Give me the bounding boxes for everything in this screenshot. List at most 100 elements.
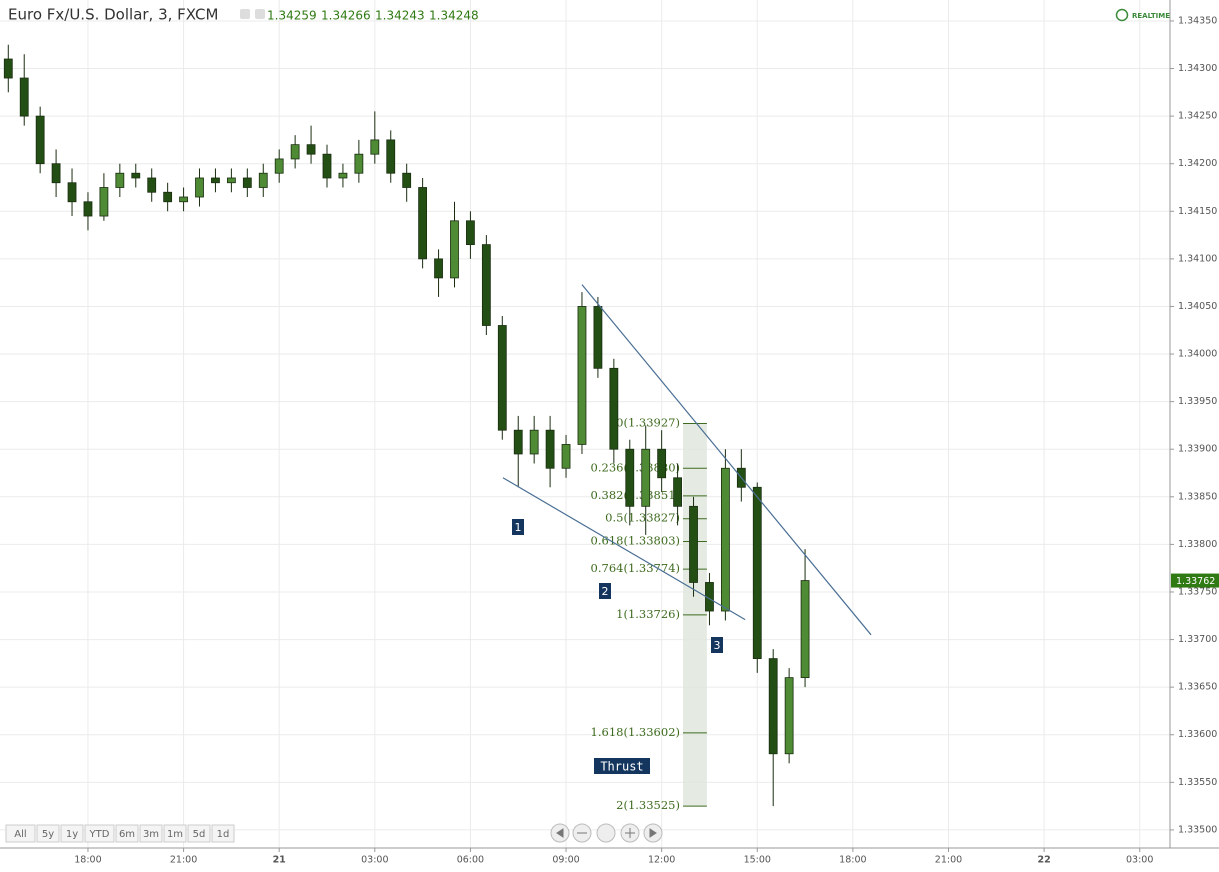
range-label: All [14, 829, 26, 840]
y-tick-label: 1.33650 [1178, 682, 1217, 693]
candle-body [290, 144, 300, 160]
candle-body [322, 153, 332, 179]
candle-body [609, 367, 619, 450]
y-tick-label: 1.33550 [1178, 777, 1217, 788]
candle-body [641, 448, 651, 507]
candle-body [179, 196, 188, 203]
x-tick-label: 21 [273, 855, 286, 866]
candle-body [513, 429, 523, 455]
icon[interactable] [255, 9, 265, 19]
candle-body [3, 58, 13, 79]
x-tick-label: 15:00 [744, 855, 771, 866]
candle-body [481, 244, 491, 326]
last-price-tag [1171, 573, 1219, 588]
candle-body [226, 177, 236, 184]
symbol-title: Euro Fx/U.S. Dollar, 3, FXCM [8, 6, 218, 24]
ohlc-values: 1.34259 1.34266 1.34243 1.34248 [267, 9, 479, 23]
candle-body [545, 429, 555, 469]
fib-label: 0.5(1.33827) [605, 511, 680, 525]
candle-body [625, 448, 635, 507]
range-label: 1y [66, 829, 78, 840]
range-label: 6m [119, 829, 135, 840]
candle-body [450, 220, 459, 279]
ohlc-value: 1.34243 [375, 9, 425, 23]
y-tick-label: 1.33500 [1178, 824, 1217, 835]
candle-body [35, 115, 45, 165]
annotation-box [711, 637, 723, 653]
fib-label: 0.618(1.33803) [591, 534, 680, 548]
y-tick-label: 1.34200 [1178, 158, 1217, 169]
candle-body [99, 187, 109, 217]
y-tick-label: 1.33700 [1178, 634, 1217, 645]
fib-label: 0(1.33927) [616, 416, 680, 430]
fib-label: 0.382(1.33851) [591, 488, 680, 502]
candle-body [768, 658, 778, 755]
candle-body [131, 172, 141, 179]
x-tick-label: 18:00 [74, 855, 101, 866]
fib-label: 1.618(1.33602) [591, 725, 680, 739]
range-button[interactable] [139, 824, 163, 843]
candle-body [402, 172, 412, 188]
y-tick-label: 1.34350 [1178, 15, 1217, 26]
annotation-box [594, 758, 650, 774]
ohlc-value: 1.34248 [429, 9, 479, 23]
y-tick-label: 1.34250 [1178, 111, 1217, 122]
candle-body [593, 306, 603, 369]
range-button[interactable] [115, 824, 139, 843]
candle-body [163, 191, 173, 203]
annotation: Thrust [600, 760, 643, 774]
axes: 1.34350 1.34300 1.34250 1.34200 1.34150 1.341… [74, 15, 1219, 866]
range-label: 3m [143, 829, 159, 840]
y-tick-label: 1.33950 [1178, 396, 1217, 407]
annotation: 1 [515, 521, 522, 534]
y-tick-label: 1.33750 [1178, 586, 1217, 597]
x-tick-label: 22 [1037, 855, 1050, 866]
y-tick-label: 1.33600 [1178, 729, 1217, 740]
ohlc-value: 1.34266 [321, 9, 371, 23]
range-button[interactable] [5, 824, 36, 843]
range-label: 5y [42, 829, 54, 840]
candle-body [370, 139, 380, 155]
nav-icons [556, 828, 657, 838]
range-label: 1m [167, 829, 183, 840]
ohlc-value: 1.34259 [267, 9, 317, 23]
candle-body [195, 177, 204, 198]
y-tick-label: 1.34100 [1178, 253, 1217, 264]
range-button[interactable] [36, 824, 60, 843]
fib-label: 2(1.33525) [616, 798, 680, 812]
y-tick-label: 1.33900 [1178, 444, 1217, 455]
nav-buttons [550, 823, 663, 843]
candle-body [386, 139, 396, 174]
candle-body [306, 144, 316, 155]
x-tick-label: 09:00 [552, 855, 579, 866]
candle-body [51, 163, 61, 184]
candle-body [67, 182, 77, 203]
realtime-label: REALTIME [1132, 12, 1170, 20]
fib-label: 0.764(1.33774) [591, 561, 680, 575]
x-tick-label: 12:00 [648, 855, 675, 866]
candle-body [242, 177, 252, 188]
y-tick-label: 1.34150 [1178, 206, 1217, 217]
grid [0, 0, 1170, 848]
x-tick-label: 21:00 [170, 855, 197, 866]
range-button[interactable] [163, 824, 187, 843]
range-button[interactable] [211, 824, 235, 843]
candle-body [147, 177, 157, 193]
range-button[interactable] [187, 824, 211, 843]
candle-body [577, 306, 587, 445]
candle-body [673, 477, 682, 507]
plot: 0(1.33927) 0.236(1.33880) 0.382(1.33851) 0.… [3, 44, 872, 812]
icon[interactable] [240, 9, 250, 19]
range-button[interactable] [60, 824, 84, 843]
range-label: 1d [217, 829, 230, 840]
annotation: 2 [602, 585, 609, 598]
range-button[interactable] [84, 824, 115, 843]
candle-body [529, 429, 539, 455]
y-tick-label: 1.34300 [1178, 63, 1217, 74]
reset[interactable] [596, 823, 616, 843]
trendline [502, 477, 746, 621]
fib-label: 1(1.33726) [616, 607, 680, 621]
annotation-box [599, 583, 611, 599]
x-tick-label: 18:00 [839, 855, 866, 866]
